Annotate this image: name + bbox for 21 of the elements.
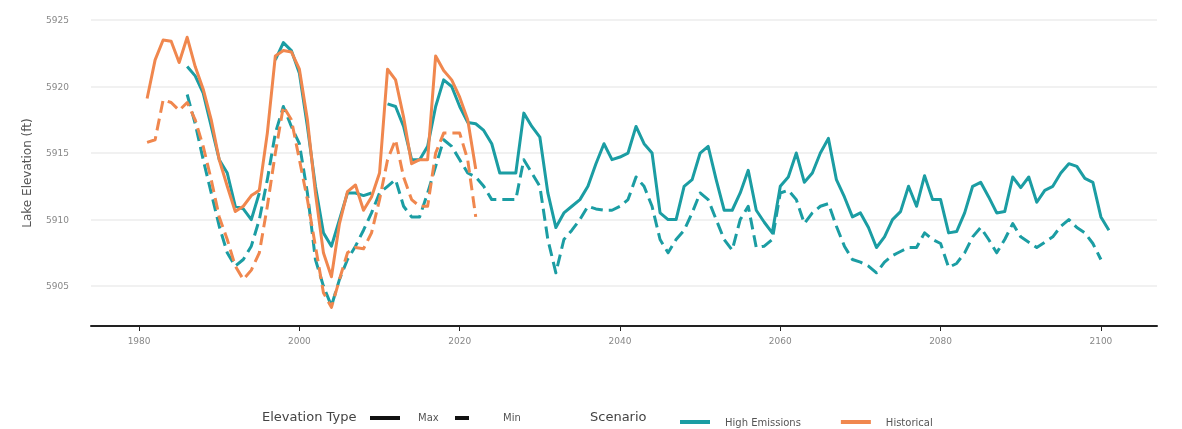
x-tick-label: 2040 [608, 335, 632, 346]
x-tick-label: 2060 [768, 335, 793, 346]
legend-title: Scenario [590, 409, 647, 424]
x-tick-label: 2020 [448, 335, 472, 346]
x-tick-label: 2100 [1089, 335, 1113, 346]
legend-label: High Emissions [725, 416, 801, 428]
y-tick-label: 5910 [46, 214, 70, 225]
line-series [145, 98, 478, 309]
y-tick-label: 5905 [46, 281, 69, 292]
text: Min [503, 411, 521, 423]
text: Elevation Type [262, 409, 357, 424]
legend-label: Historical [885, 416, 933, 428]
text: Max [418, 411, 439, 423]
line-series [145, 35, 478, 279]
y-tick-label: 5920 [46, 81, 70, 92]
x-tick-label: 2080 [929, 335, 953, 346]
y-axis-title: Lake Elevation (ft) [20, 118, 34, 228]
y-tick-label: 5915 [46, 148, 69, 159]
x-tick-label: 2000 [287, 335, 312, 346]
y-tick-label: 5925 [46, 15, 69, 25]
x-tick-label: 1980 [127, 335, 151, 346]
